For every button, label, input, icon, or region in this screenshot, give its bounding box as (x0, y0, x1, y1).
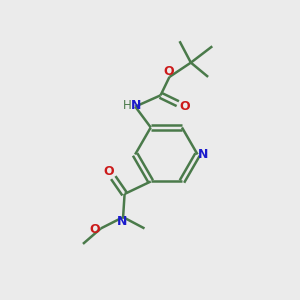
Text: N: N (198, 148, 208, 161)
Text: N: N (117, 215, 128, 228)
Text: N: N (131, 99, 141, 112)
Text: O: O (179, 100, 190, 113)
Text: H: H (123, 99, 131, 112)
Text: O: O (163, 65, 174, 78)
Text: O: O (103, 165, 114, 178)
Text: O: O (89, 223, 100, 236)
